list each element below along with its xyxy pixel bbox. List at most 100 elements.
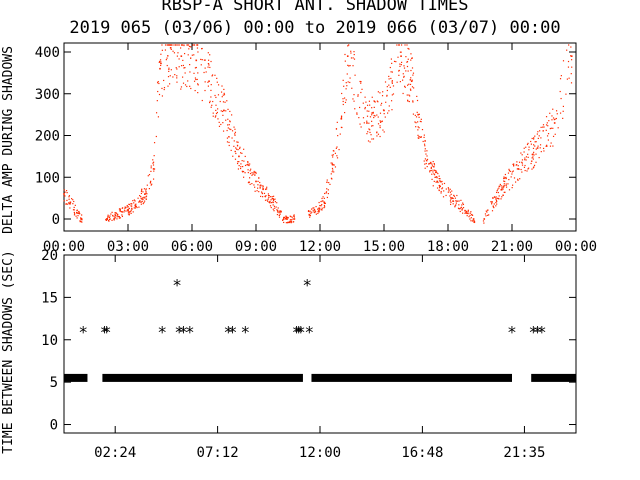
top-data-point bbox=[153, 170, 155, 172]
top-data-point bbox=[132, 211, 134, 213]
top-data-point bbox=[210, 60, 212, 63]
top-data-point bbox=[430, 169, 432, 172]
top-data-point bbox=[64, 195, 66, 197]
top-data-point bbox=[495, 199, 498, 201]
top-data-point bbox=[310, 208, 313, 210]
top-data-point bbox=[258, 177, 260, 179]
top-data-point bbox=[287, 217, 289, 219]
top-data-point bbox=[143, 201, 145, 204]
top-data-point bbox=[126, 204, 128, 207]
top-data-point bbox=[503, 186, 505, 188]
top-data-point bbox=[78, 212, 80, 214]
top-data-point bbox=[500, 198, 502, 200]
top-data-point bbox=[402, 73, 404, 75]
top-data-point bbox=[126, 209, 129, 211]
top-data-point bbox=[132, 200, 134, 202]
top-data-point bbox=[140, 203, 142, 205]
top-data-point bbox=[215, 109, 217, 111]
top-data-point bbox=[228, 136, 230, 138]
top-data-point bbox=[354, 74, 356, 76]
top-data-point bbox=[223, 109, 225, 111]
top-data-point bbox=[366, 133, 368, 135]
top-data-point bbox=[336, 121, 338, 123]
top-data-point bbox=[321, 209, 323, 211]
top-data-point bbox=[369, 116, 372, 118]
top-data-point bbox=[150, 184, 152, 186]
top-data-point bbox=[237, 161, 239, 163]
top-data-point bbox=[545, 129, 547, 131]
top-data-point bbox=[148, 187, 150, 190]
top-x-ticks: 00:00 03:00 06:00 09:00 12:00 15:00 18:00 21:00… bbox=[43, 43, 597, 255]
bottom-data-point: * bbox=[294, 322, 304, 341]
bottom-data-point: * bbox=[533, 322, 543, 341]
top-data-point bbox=[457, 200, 459, 202]
top-data-point bbox=[538, 156, 540, 159]
top-data-point bbox=[222, 94, 224, 96]
top-data-point bbox=[201, 47, 203, 50]
top-data-point bbox=[313, 207, 315, 209]
top-data-point bbox=[259, 184, 261, 186]
top-data-point bbox=[335, 147, 337, 149]
top-data-point bbox=[342, 98, 344, 100]
top-data-point bbox=[249, 183, 251, 185]
top-data-point bbox=[239, 146, 241, 148]
top-y-ticks: 0 100 200 300 400 bbox=[35, 45, 576, 228]
top-data-point bbox=[364, 108, 366, 110]
top-data-point bbox=[237, 149, 239, 151]
top-data-point bbox=[149, 181, 152, 183]
top-data-point bbox=[345, 88, 347, 90]
top-data-point bbox=[425, 153, 427, 155]
top-data-point bbox=[252, 173, 254, 175]
top-data-point bbox=[179, 47, 182, 49]
top-data-point bbox=[166, 57, 168, 59]
top-data-point bbox=[460, 207, 462, 209]
top-data-point bbox=[257, 187, 259, 189]
top-data-point bbox=[383, 131, 385, 133]
top-data-point bbox=[285, 218, 287, 220]
top-data-point bbox=[290, 220, 292, 222]
top-data-point bbox=[326, 181, 328, 183]
top-data-point bbox=[66, 192, 68, 194]
top-data-point bbox=[552, 127, 554, 129]
top-data-point bbox=[283, 216, 286, 219]
top-data-point bbox=[241, 160, 243, 162]
top-data-point bbox=[209, 100, 211, 102]
top-data-point bbox=[348, 65, 350, 67]
top-data-point bbox=[447, 188, 450, 190]
top-data-point bbox=[247, 161, 249, 163]
top-data-point bbox=[458, 204, 460, 206]
top-data-point bbox=[469, 218, 471, 220]
top-data-point bbox=[570, 55, 572, 57]
top-data-point bbox=[516, 161, 518, 163]
top-data-point bbox=[376, 135, 378, 137]
top-x-tick-label: 18:00 bbox=[427, 239, 469, 255]
top-data-point bbox=[491, 202, 493, 204]
bottom-y-tick-label: 10 bbox=[41, 333, 58, 349]
top-data-point bbox=[496, 190, 498, 192]
top-data-point bbox=[262, 187, 264, 189]
top-data-point bbox=[422, 140, 424, 143]
top-data-point bbox=[466, 215, 468, 217]
top-data-point bbox=[357, 94, 359, 96]
top-data-point bbox=[369, 131, 371, 134]
top-data-point bbox=[253, 184, 255, 186]
top-data-point bbox=[524, 169, 526, 172]
top-data-point bbox=[277, 209, 279, 212]
top-data-point bbox=[66, 203, 68, 205]
top-data-point bbox=[418, 135, 420, 138]
top-data-point bbox=[77, 212, 79, 214]
top-data-point bbox=[197, 92, 199, 94]
top-data-point bbox=[73, 200, 75, 203]
top-data-point bbox=[197, 51, 199, 53]
top-data-point bbox=[409, 83, 412, 86]
top-data-point bbox=[503, 180, 505, 182]
top-data-point bbox=[328, 181, 330, 184]
top-data-point bbox=[217, 108, 219, 110]
top-data-point bbox=[211, 75, 213, 77]
chart-title: RBSP-A SHORT ANT. SHADOW TIMES bbox=[161, 0, 468, 15]
top-data-point bbox=[471, 213, 473, 216]
top-data-point bbox=[247, 171, 249, 174]
top-data-point bbox=[163, 86, 166, 89]
top-data-point bbox=[523, 166, 526, 168]
top-data-point bbox=[323, 205, 326, 207]
